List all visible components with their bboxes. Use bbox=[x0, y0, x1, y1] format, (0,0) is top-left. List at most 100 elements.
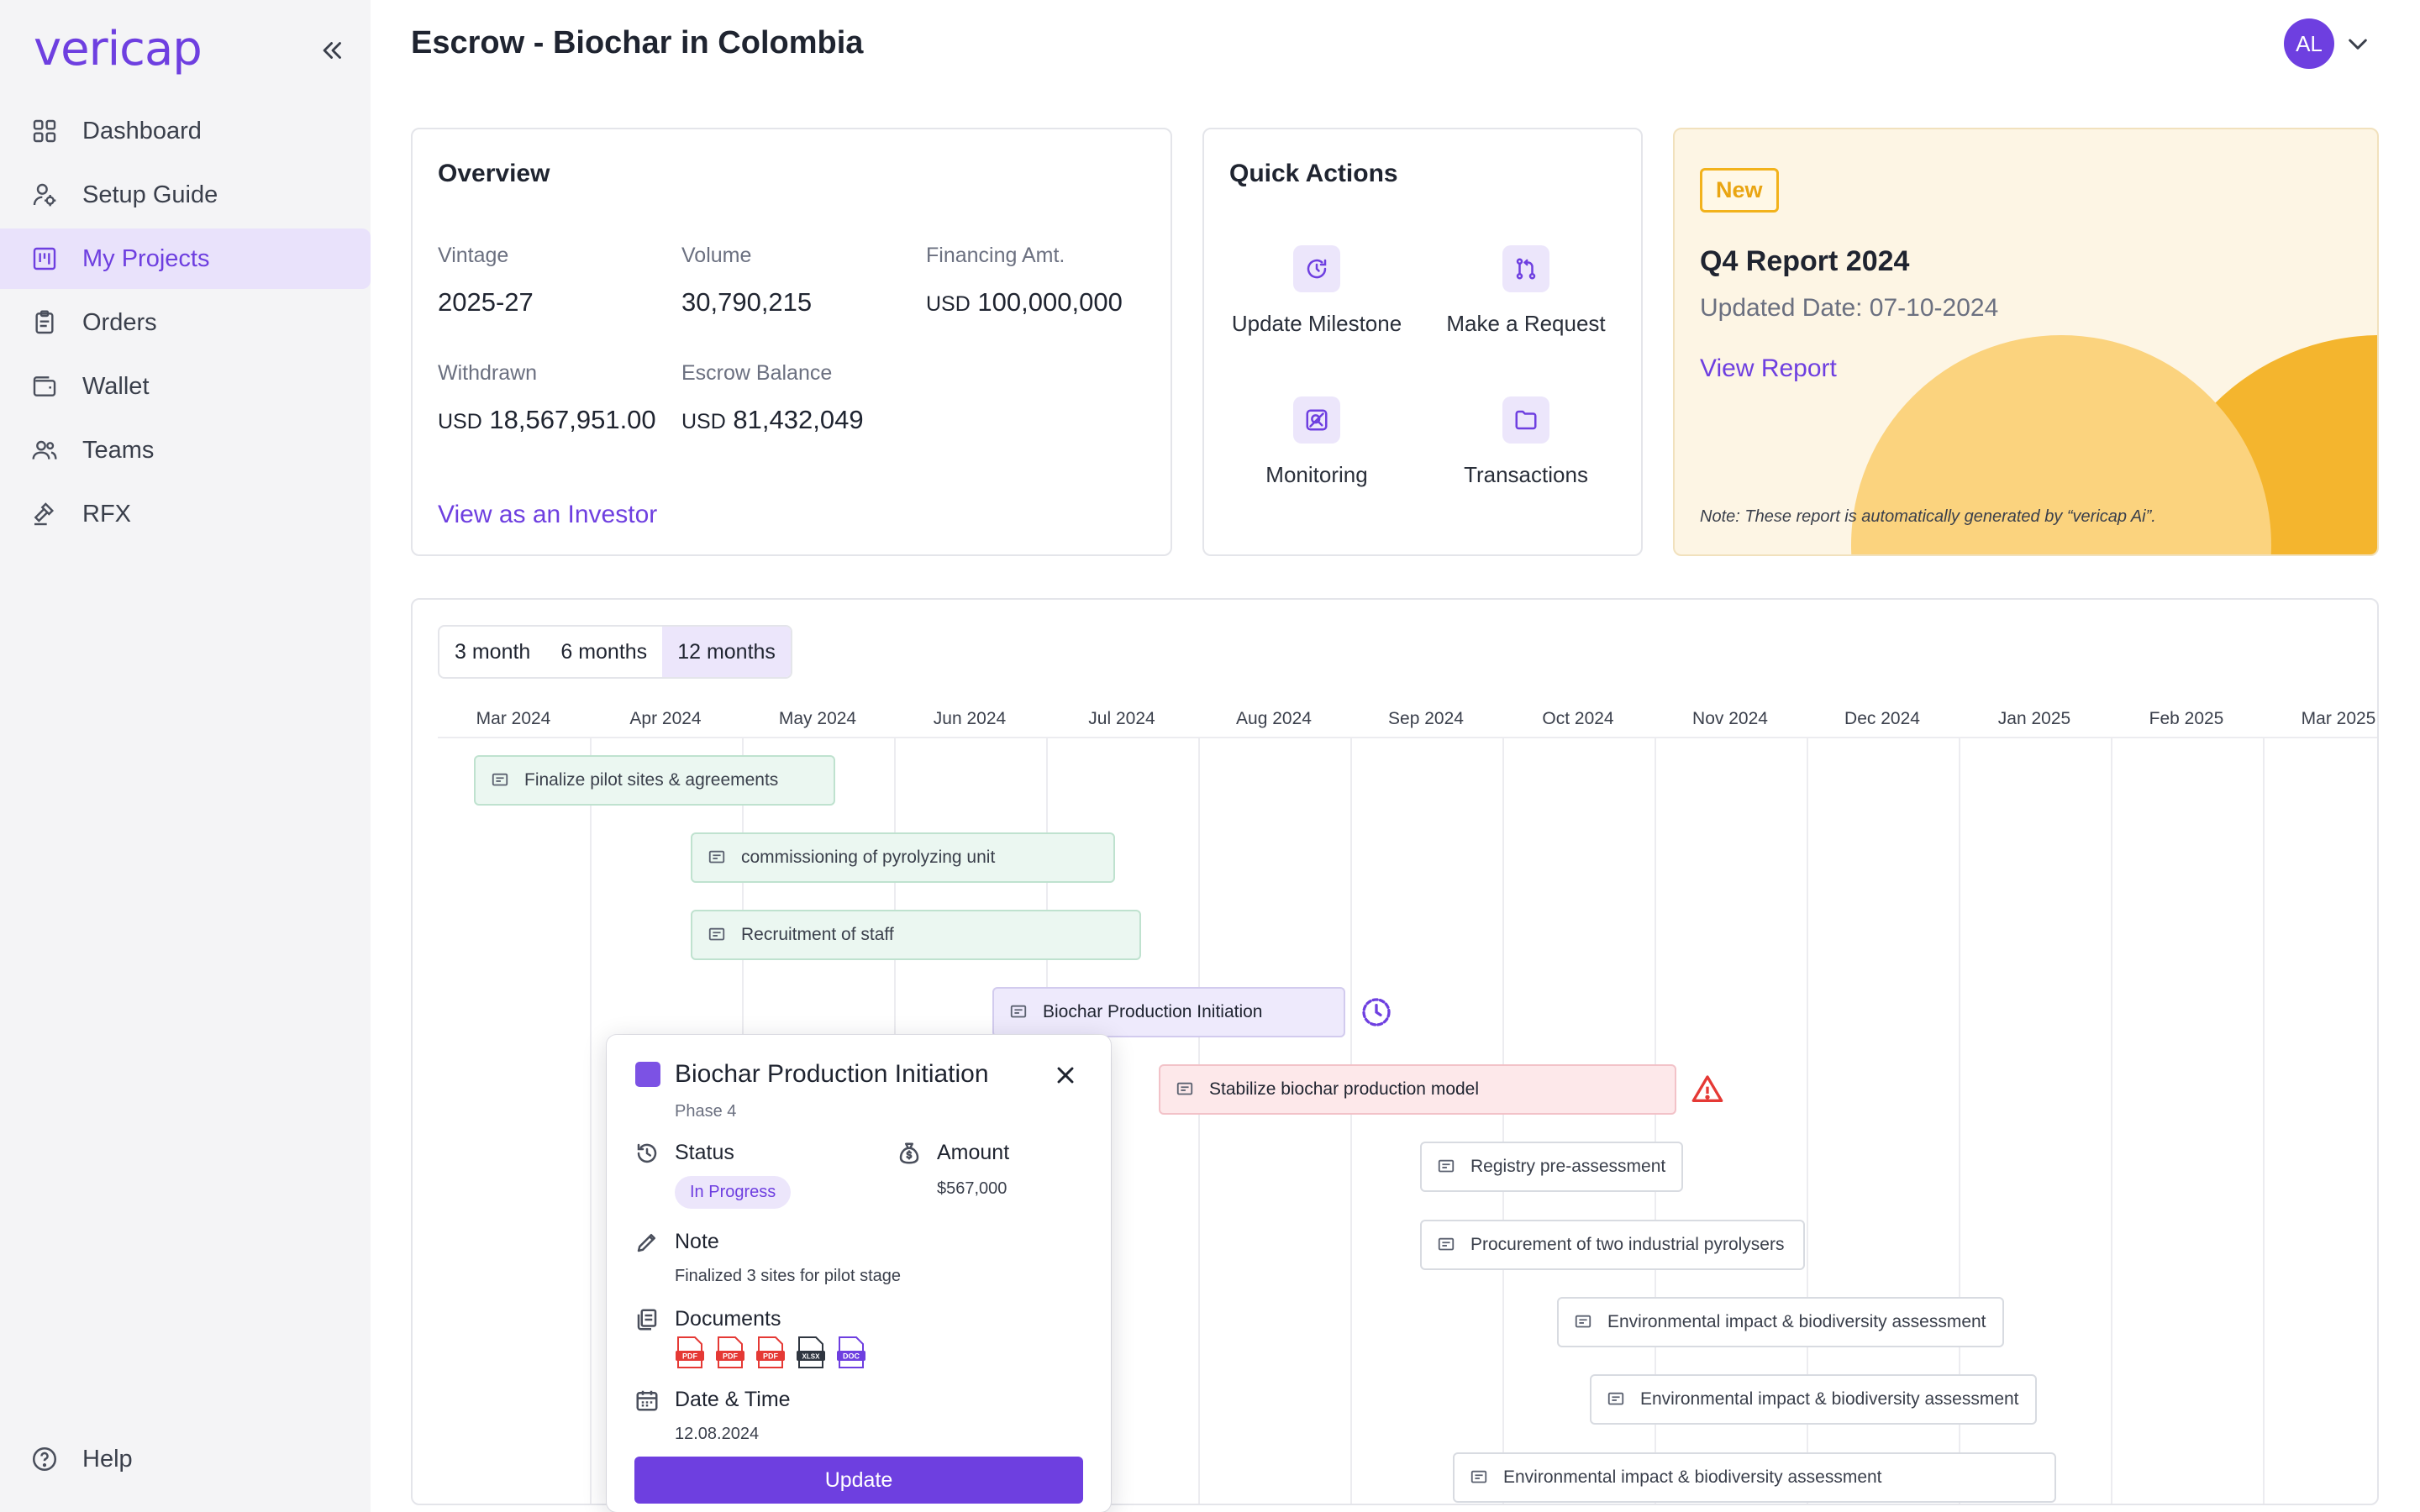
escrow-amount: 81,432,049 bbox=[733, 405, 864, 434]
projects-icon bbox=[30, 244, 59, 273]
transactions-button[interactable]: Transactions bbox=[1421, 396, 1631, 488]
sidebar: vericap Dashboard Setup Guide My Project… bbox=[0, 0, 371, 1512]
gantt-task[interactable]: Stabilize biochar production model bbox=[1159, 1064, 1676, 1115]
range-3-month[interactable]: 3 month bbox=[455, 639, 531, 664]
gavel-icon bbox=[30, 500, 59, 528]
task-detail-popup: Biochar Production Initiation Phase 4 St… bbox=[607, 1035, 1111, 1512]
gantt-task[interactable]: Recruitment of staff bbox=[691, 910, 1141, 960]
sidebar-item-label: RFX bbox=[82, 500, 131, 528]
sidebar-item-teams[interactable]: Teams bbox=[0, 420, 371, 480]
financing-amount: 100,000,000 bbox=[977, 287, 1123, 317]
currency-code: USD bbox=[681, 410, 726, 433]
month-gridline bbox=[2263, 738, 2265, 1504]
gantt-task[interactable]: Procurement of two industrial pyrolysers bbox=[1420, 1220, 1805, 1270]
update-milestone-button[interactable]: Update Milestone bbox=[1212, 245, 1422, 337]
amount-label: Amount bbox=[937, 1141, 1010, 1164]
avatar[interactable]: AL bbox=[2284, 18, 2334, 69]
clock-icon bbox=[1362, 998, 1391, 1026]
note-label: Note bbox=[675, 1230, 719, 1253]
file-type-label: PDF bbox=[723, 1352, 739, 1361]
phase-label: Phase 4 bbox=[675, 1102, 737, 1121]
sidebar-item-wallet[interactable]: Wallet bbox=[0, 356, 371, 417]
gantt-task[interactable]: Finalize pilot sites & agreements bbox=[474, 755, 835, 806]
update-button[interactable]: Update bbox=[634, 1457, 1083, 1504]
logo[interactable]: vericap bbox=[34, 22, 203, 76]
month-gridline bbox=[1198, 738, 1200, 1504]
status-label: Status bbox=[675, 1141, 734, 1164]
comment-icon bbox=[492, 773, 508, 786]
month-label: Feb 2025 bbox=[2149, 709, 2224, 728]
file-type-label: DOC bbox=[843, 1352, 860, 1361]
report-updated-date: Updated Date: 07-10-2024 bbox=[1700, 294, 1999, 322]
report-note: Note: These report is automatically gene… bbox=[1700, 507, 2156, 526]
comment-icon bbox=[1438, 1237, 1455, 1251]
sidebar-item-rfx[interactable]: RFX bbox=[0, 484, 371, 544]
history-icon bbox=[637, 1143, 657, 1163]
gantt-task[interactable]: commissioning of pyrolyzing unit bbox=[691, 832, 1115, 883]
gantt-task[interactable]: Environmental impact & biodiversity asse… bbox=[1557, 1297, 2004, 1347]
volume-label: Volume bbox=[681, 244, 752, 267]
view-as-investor-link[interactable]: View as an Investor bbox=[438, 501, 658, 528]
withdrawn-value: USD 18,567,951.00 bbox=[438, 405, 656, 435]
setup-guide-icon bbox=[30, 181, 59, 209]
report-card: New Q4 Report 2024 Updated Date: 07-10-2… bbox=[1673, 128, 2379, 556]
teams-icon bbox=[30, 436, 59, 465]
double-chevron-left-icon bbox=[323, 42, 341, 59]
financing-value: USD 100,000,000 bbox=[926, 287, 1123, 318]
comment-icon bbox=[1607, 1392, 1624, 1405]
quick-actions-title: Quick Actions bbox=[1229, 160, 1398, 187]
gantt-task[interactable]: Environmental impact & biodiversity asse… bbox=[1453, 1452, 2056, 1503]
note-value: Finalized 3 sites for pilot stage bbox=[675, 1267, 902, 1285]
comment-icon bbox=[1470, 1470, 1487, 1483]
sidebar-item-help[interactable]: Help bbox=[30, 1445, 133, 1473]
comment-icon bbox=[708, 850, 725, 864]
phase-color-swatch bbox=[635, 1062, 660, 1087]
gantt-task[interactable]: Biochar Production Initiation bbox=[992, 987, 1345, 1037]
pdf-file-icon[interactable]: PDF bbox=[675, 1336, 705, 1369]
close-popup-button[interactable] bbox=[1052, 1062, 1079, 1089]
wallet-icon bbox=[30, 372, 59, 401]
xlsx-file-icon[interactable]: XLSX bbox=[796, 1336, 826, 1369]
vintage-value: 2025-27 bbox=[438, 287, 534, 317]
new-badge: New bbox=[1700, 168, 1779, 213]
sidebar-item-label: Orders bbox=[82, 308, 157, 336]
datetime-label: Date & Time bbox=[675, 1388, 791, 1411]
comment-icon bbox=[1575, 1315, 1591, 1328]
file-type-label: PDF bbox=[682, 1352, 698, 1361]
sidebar-item-label: Setup Guide bbox=[82, 181, 218, 208]
month-label: May 2024 bbox=[778, 709, 857, 728]
sidebar-item-dashboard[interactable]: Dashboard bbox=[0, 101, 371, 161]
sidebar-item-my-projects[interactable]: My Projects bbox=[0, 228, 371, 289]
currency-code: USD bbox=[926, 292, 971, 316]
help-icon bbox=[30, 1445, 59, 1473]
task-label: Finalize pilot sites & agreements bbox=[524, 770, 779, 790]
account-menu-button[interactable] bbox=[2344, 30, 2371, 57]
doc-file-icon[interactable]: DOC bbox=[836, 1336, 866, 1369]
close-icon bbox=[1057, 1067, 1074, 1084]
task-label: Environmental impact & biodiversity asse… bbox=[1640, 1389, 2019, 1409]
sidebar-item-label: Teams bbox=[82, 436, 155, 464]
escrow-balance-value: USD 81,432,049 bbox=[681, 405, 864, 435]
comment-icon bbox=[1176, 1082, 1193, 1095]
overview-card: Overview Vintage 2025-27 Volume 30,790,2… bbox=[411, 128, 1172, 556]
range-6-months[interactable]: 6 months bbox=[560, 639, 648, 664]
sidebar-item-orders[interactable]: Orders bbox=[0, 292, 371, 353]
orders-icon bbox=[30, 308, 59, 337]
comment-icon bbox=[708, 927, 725, 941]
view-report-link[interactable]: View Report bbox=[1700, 354, 1837, 382]
collapse-sidebar-button[interactable] bbox=[316, 34, 350, 67]
sidebar-item-setup-guide[interactable]: Setup Guide bbox=[0, 165, 371, 225]
gantt-task[interactable]: Environmental impact & biodiversity asse… bbox=[1590, 1374, 2037, 1425]
documents-icon bbox=[637, 1309, 657, 1331]
range-12-months[interactable]: 12 months bbox=[662, 627, 791, 677]
month-label: Nov 2024 bbox=[1692, 709, 1768, 728]
pdf-file-icon[interactable]: PDF bbox=[755, 1336, 786, 1369]
make-request-button[interactable]: Make a Request bbox=[1421, 245, 1631, 337]
month-label: Jan 2025 bbox=[1997, 709, 2071, 728]
task-label: Stabilize biochar production model bbox=[1209, 1079, 1480, 1099]
milestone-icon bbox=[1293, 245, 1340, 292]
pdf-file-icon[interactable]: PDF bbox=[715, 1336, 745, 1369]
gantt-task[interactable]: Registry pre-assessment bbox=[1420, 1142, 1683, 1192]
monitoring-button[interactable]: Monitoring bbox=[1212, 396, 1422, 488]
month-label: Aug 2024 bbox=[1236, 709, 1312, 728]
